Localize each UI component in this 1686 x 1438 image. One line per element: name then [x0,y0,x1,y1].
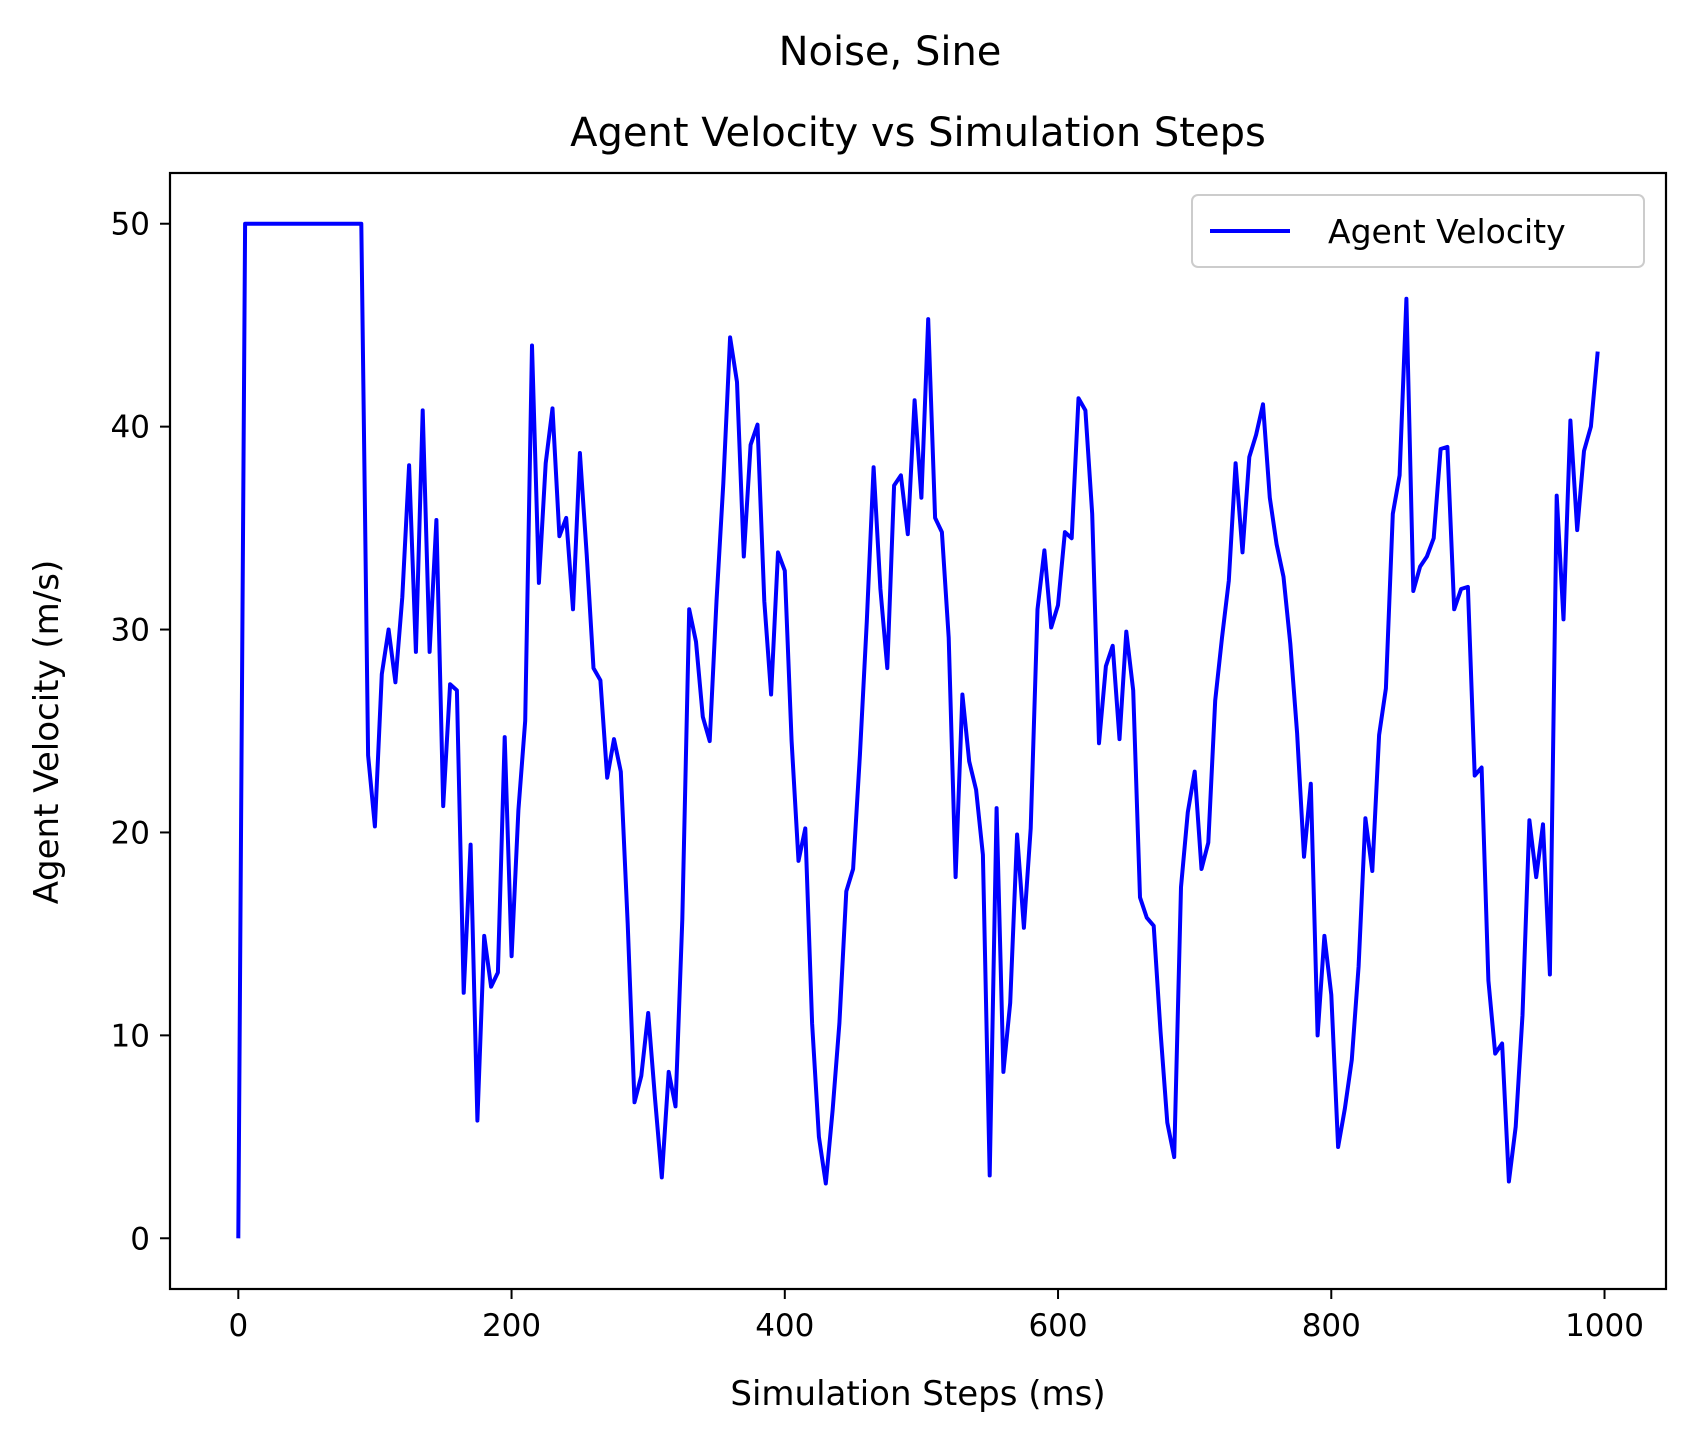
x-axis-ticks: 0 200 400 600 800 1000 [228,1289,1644,1344]
y-tick-label: 40 [111,410,150,446]
y-tick-label: 20 [111,815,150,851]
series-line-agent-velocity [236,221,1600,1239]
x-tick-label: 200 [482,1308,541,1344]
plot-area [236,221,1600,1239]
x-tick-label: 600 [1028,1308,1087,1344]
chart-title: Agent Velocity vs Simulation Steps [570,110,1266,156]
legend: Agent Velocity [1191,194,1645,268]
y-tick-label: 30 [111,613,150,649]
x-tick-label: 1000 [1565,1308,1644,1344]
legend-label: Agent Velocity [1328,212,1566,251]
x-tick-label: 400 [755,1308,814,1344]
legend-box [1191,194,1645,268]
y-tick-label: 10 [111,1018,150,1054]
y-axis-ticks: 0 10 20 30 40 50 [111,207,170,1257]
y-tick-label: 0 [130,1221,150,1257]
x-tick-label: 800 [1302,1308,1361,1344]
y-axis-label: Agent Velocity (m/s) [27,560,67,904]
x-axis-label: Simulation Steps (ms) [730,1374,1105,1414]
y-tick-label: 50 [111,207,150,243]
chart-suptitle: Noise, Sine [779,29,1002,75]
plot-frame [168,171,1668,1291]
x-tick-label: 0 [228,1308,248,1344]
